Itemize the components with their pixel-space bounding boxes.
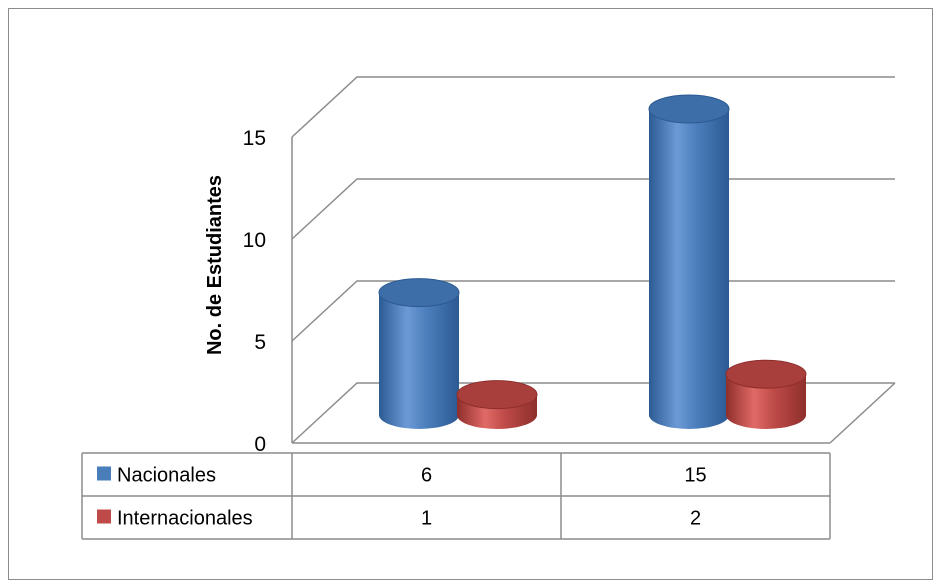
y-tick-label: 0: [254, 433, 266, 456]
bar-internacionales-1: [456, 380, 538, 429]
gridline: [291, 178, 895, 240]
bar-top: [725, 359, 807, 389]
y-tick-label: 10: [243, 229, 266, 252]
table-cell: 6: [421, 465, 432, 487]
data-table: Nacionales 6 15 Internacionales 1 2: [81, 452, 831, 540]
legend-key-internacionales: [97, 509, 111, 524]
bar-nacionales-2: [648, 94, 730, 429]
chart-frame: [8, 8, 933, 580]
y-tick-label: 15: [243, 127, 266, 150]
bar-internacionales-2: [725, 359, 807, 429]
table-cell: 1: [421, 508, 432, 530]
legend-key-nacionales: [97, 466, 111, 481]
bar-body: [379, 292, 459, 429]
bar-body: [726, 374, 806, 429]
bar-body: [649, 109, 729, 429]
legend-label: Nacionales: [117, 465, 216, 487]
bar-top: [378, 278, 460, 308]
y-tick-label: 5: [254, 331, 266, 354]
bar-nacionales-1: [378, 278, 460, 429]
table-cell: 15: [684, 465, 706, 487]
floor-right-edge: [829, 382, 896, 444]
bar-top: [456, 380, 538, 410]
bar-top: [648, 94, 730, 124]
y-axis-title: No. de Estudiantes: [204, 175, 226, 355]
table-cell: 2: [690, 508, 701, 530]
gridline: [291, 76, 895, 138]
legend-label: Internacionales: [117, 508, 253, 530]
